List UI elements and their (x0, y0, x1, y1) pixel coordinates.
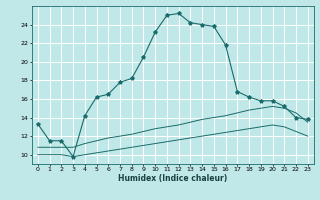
X-axis label: Humidex (Indice chaleur): Humidex (Indice chaleur) (118, 174, 228, 183)
